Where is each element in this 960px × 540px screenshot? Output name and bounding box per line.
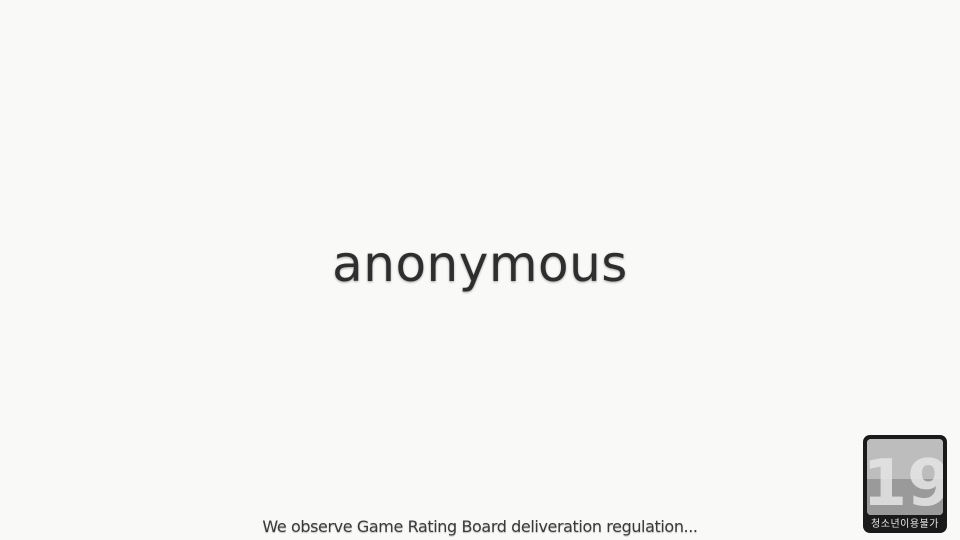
age-number: 19: [867, 447, 943, 515]
age-rating-badge: 19 청소년이용불가: [863, 435, 947, 533]
rating-notice-text: We observe Game Rating Board deliveratio…: [262, 517, 698, 536]
age-rating-19-icon: 19: [867, 439, 943, 515]
game-title-logo: anonymous: [332, 235, 628, 293]
age-rating-label: 청소년이용불가: [871, 519, 939, 530]
